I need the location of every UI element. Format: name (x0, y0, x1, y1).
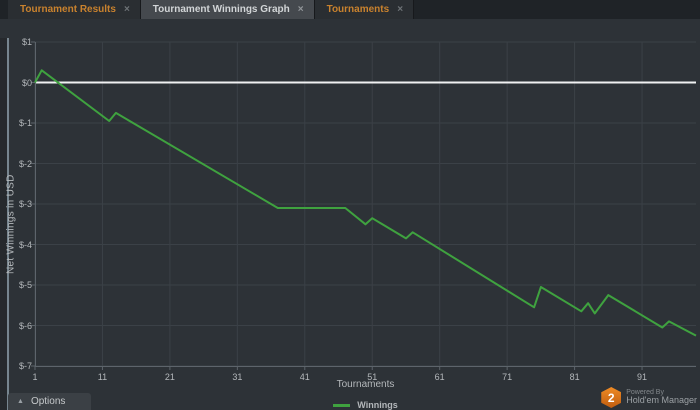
y-tick-label: $-4 (18, 239, 32, 250)
y-tick-label: $0 (21, 77, 32, 88)
x-tick-label: 61 (434, 372, 445, 382)
legend-label: Winnings (357, 400, 398, 410)
close-icon[interactable]: × (123, 4, 130, 15)
winnings-series-line (34, 69, 697, 337)
x-axis-title: Tournaments (336, 379, 395, 390)
tab-label: Tournament Results (20, 4, 116, 15)
x-tick-label: 91 (637, 372, 648, 382)
holdem-manager-logo-icon: 2 (601, 387, 622, 408)
x-tick-label: 81 (569, 372, 580, 382)
powered-by-text: Powered By (626, 388, 664, 396)
y-tick-label: $-6 (18, 320, 32, 331)
x-tick-label: 41 (299, 372, 310, 382)
x-tick-label: 71 (502, 372, 513, 382)
tab-tournament-winnings-graph[interactable]: Tournament Winnings Graph × (140, 0, 315, 19)
tab-label: Tournaments (326, 4, 390, 15)
tab-label: Tournament Winnings Graph (152, 4, 290, 15)
expand-arrow-icon: ▲ (17, 398, 24, 405)
x-tick-label: 31 (232, 372, 243, 382)
x-tick-label: 1 (32, 372, 38, 382)
y-tick-label: $-1 (18, 118, 32, 128)
tab-bar: Tournament Results × Tournament Winnings… (0, 0, 700, 19)
chart-legend: Winnings (35, 400, 696, 410)
y-tick-label: $-2 (18, 158, 32, 169)
panel-splitter[interactable] (0, 38, 9, 410)
winnings-line-chart (31, 41, 697, 370)
chart-panel: Net Winnings in USD $1 $0 $-1 $-2 $-3 $-4 $-5 $… (0, 19, 700, 410)
y-tick-label: $1 (21, 37, 32, 47)
y-tick-label: $-7 (18, 361, 32, 371)
x-tick-label: 11 (97, 372, 108, 382)
powered-by-branding: 2 Powered By Hold'em Manager (601, 387, 697, 408)
close-icon[interactable]: × (297, 4, 304, 15)
y-tick-label: $-5 (18, 280, 32, 290)
winnings-series-swatch (333, 403, 351, 407)
tab-tournament-results[interactable]: Tournament Results × (8, 0, 141, 19)
x-tick-label: 51 (367, 372, 378, 382)
brand-name: Hold'em Manager (626, 395, 697, 406)
x-tick-label: 21 (164, 372, 175, 382)
options-label: Options (30, 396, 66, 407)
y-tick-label: $-3 (18, 199, 32, 209)
close-icon[interactable]: × (397, 4, 404, 15)
options-button[interactable]: ▲ Options (8, 393, 92, 410)
tab-tournaments[interactable]: Tournaments × (314, 0, 415, 19)
